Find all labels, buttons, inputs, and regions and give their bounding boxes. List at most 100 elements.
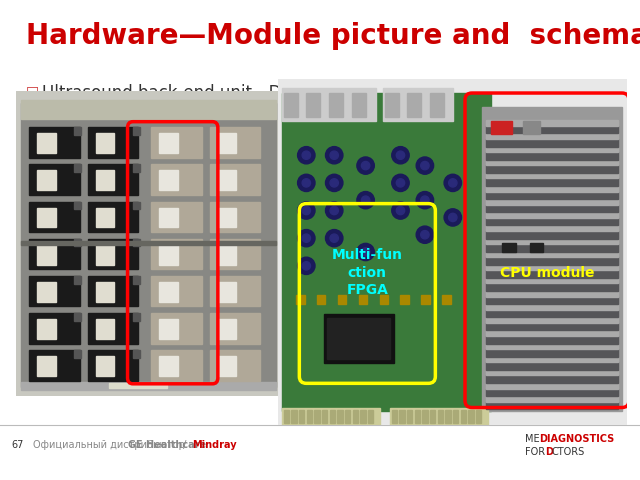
Bar	[486, 336, 618, 344]
Bar	[383, 88, 453, 120]
Bar	[159, 245, 178, 264]
Bar	[218, 356, 236, 376]
Circle shape	[420, 161, 429, 170]
Bar	[486, 278, 618, 284]
Bar	[401, 295, 409, 304]
Bar	[159, 170, 178, 190]
Bar	[109, 383, 168, 388]
Bar	[483, 107, 622, 411]
Bar	[476, 410, 481, 423]
Bar	[486, 270, 618, 278]
Circle shape	[298, 229, 315, 247]
Bar	[218, 319, 236, 339]
Bar	[21, 100, 276, 119]
Bar	[322, 410, 327, 423]
Bar	[486, 284, 618, 291]
Bar	[282, 88, 376, 120]
Bar	[486, 349, 618, 357]
Bar	[390, 408, 488, 425]
Text: FOR: FOR	[525, 447, 545, 457]
Bar	[159, 282, 178, 302]
Bar	[29, 202, 80, 232]
Bar	[486, 370, 618, 375]
Bar	[486, 199, 618, 204]
Bar	[96, 208, 115, 228]
Bar	[218, 208, 236, 228]
Bar	[159, 133, 178, 153]
Bar	[486, 231, 618, 239]
Bar	[133, 127, 140, 135]
Circle shape	[302, 151, 310, 159]
Bar	[351, 93, 365, 117]
Bar	[96, 356, 115, 376]
Bar	[486, 173, 618, 179]
Bar	[486, 239, 618, 244]
Bar	[486, 297, 618, 304]
Bar	[210, 276, 260, 306]
Bar	[37, 356, 56, 376]
Circle shape	[330, 179, 339, 187]
Bar	[210, 239, 260, 269]
Bar	[327, 318, 390, 359]
Bar	[291, 410, 296, 423]
Bar	[330, 410, 335, 423]
Bar	[21, 382, 276, 390]
Bar	[74, 313, 81, 321]
Bar	[88, 313, 138, 344]
Text: Hardware—Module picture and  schematic diagram: Hardware—Module picture and schematic di…	[26, 22, 640, 49]
Bar	[307, 93, 320, 117]
Circle shape	[449, 213, 457, 222]
Bar	[210, 313, 260, 344]
Circle shape	[449, 179, 457, 187]
Circle shape	[392, 146, 409, 164]
Bar	[152, 350, 202, 381]
Bar	[152, 239, 202, 269]
Bar	[218, 245, 236, 264]
Bar	[486, 402, 618, 409]
Bar	[317, 295, 326, 304]
Bar	[486, 375, 618, 383]
Circle shape	[326, 202, 343, 219]
Bar	[88, 202, 138, 232]
Circle shape	[330, 151, 339, 159]
Bar	[486, 133, 618, 139]
Circle shape	[420, 196, 429, 204]
Circle shape	[362, 161, 370, 170]
Bar	[218, 133, 236, 153]
Bar	[21, 241, 276, 245]
Bar	[159, 356, 178, 376]
Bar	[408, 93, 421, 117]
Circle shape	[326, 146, 343, 164]
Circle shape	[326, 174, 343, 192]
Bar	[152, 313, 202, 344]
Bar	[159, 319, 178, 339]
Bar	[486, 126, 618, 133]
Bar	[486, 152, 618, 160]
Bar	[88, 350, 138, 381]
Bar	[152, 276, 202, 306]
Circle shape	[330, 234, 339, 242]
Text: Официальный дистрибьютор: Официальный дистрибьютор	[33, 441, 188, 450]
Bar	[133, 276, 140, 284]
Bar	[96, 133, 115, 153]
Circle shape	[298, 146, 315, 164]
Bar	[486, 204, 618, 212]
Bar	[338, 295, 346, 304]
Bar	[486, 291, 618, 297]
Bar	[133, 350, 140, 358]
Bar	[37, 170, 56, 190]
Text: Ultrasound back-end unit—Digital Board & CPU Module: Ultrasound back-end unit—Digital Board &…	[42, 84, 499, 102]
Bar	[392, 410, 397, 423]
Bar	[529, 243, 543, 252]
Bar	[37, 282, 56, 302]
Bar	[486, 212, 618, 218]
Bar	[430, 93, 444, 117]
Bar	[133, 313, 140, 321]
Text: /: /	[180, 441, 190, 450]
Bar	[421, 295, 430, 304]
Circle shape	[302, 206, 310, 215]
Bar	[74, 127, 81, 135]
Bar	[453, 410, 458, 423]
Bar	[210, 202, 260, 232]
Bar	[380, 295, 388, 304]
